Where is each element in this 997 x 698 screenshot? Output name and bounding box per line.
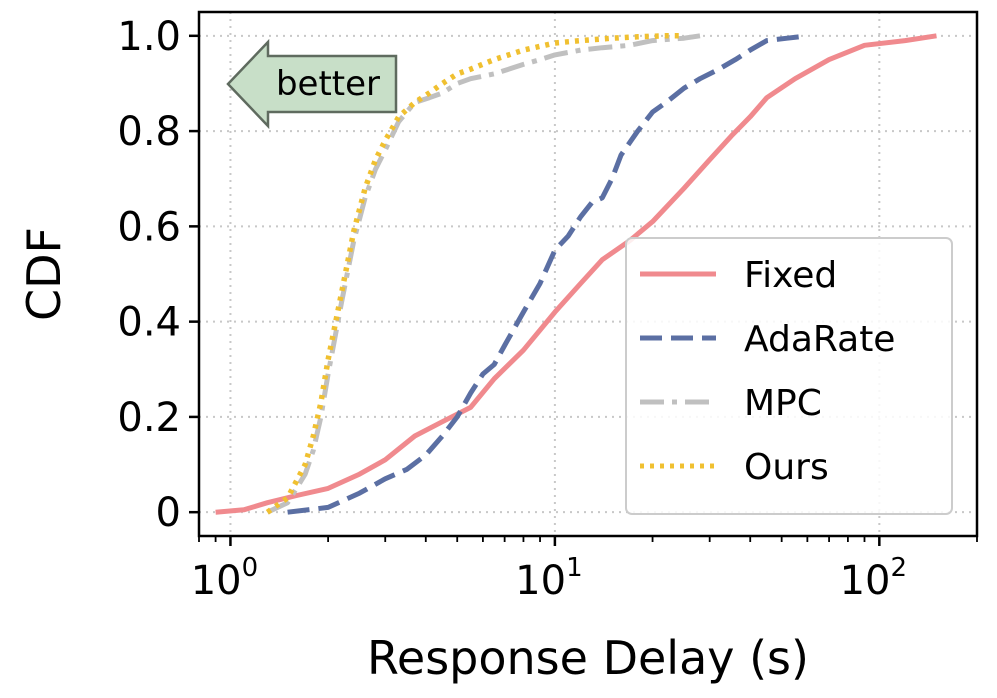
legend-label-adarate: AdaRate [744,319,895,360]
better-label: better [276,64,380,104]
y-tick-label: 1.0 [117,14,181,60]
x-tick-label: 100 [191,553,258,604]
y-tick-label: 0.2 [117,395,181,441]
plot-frame [197,10,979,538]
y-tick-label: 0.8 [117,109,181,155]
legend-label-ours: Ours [744,447,829,488]
axis-ticks: 0 0.2 0.4 0.6 0.8 1.0 100 101 102 [117,14,978,604]
better-annotation: better [226,38,398,130]
legend: Fixed AdaRate MPC Ours [625,237,953,515]
y-tick-label: 0.6 [117,204,181,250]
legend-box [625,237,953,515]
better-arrow [226,38,398,130]
y-tick-label: 0.4 [117,300,181,346]
legend-label-fixed: Fixed [744,255,837,296]
series-line-mpc [266,33,701,515]
series-lines [215,33,937,515]
x-axis-title: Response Delay (s) [367,631,809,685]
x-tick-label: 102 [840,553,907,604]
x-tick-label: 101 [515,553,582,604]
y-tick-label: 0 [156,490,181,536]
series-line-fixed [215,33,937,515]
legend-label-mpc: MPC [744,383,822,424]
series-line-adarate [287,33,808,515]
y-axis-title: CDF [17,227,71,321]
